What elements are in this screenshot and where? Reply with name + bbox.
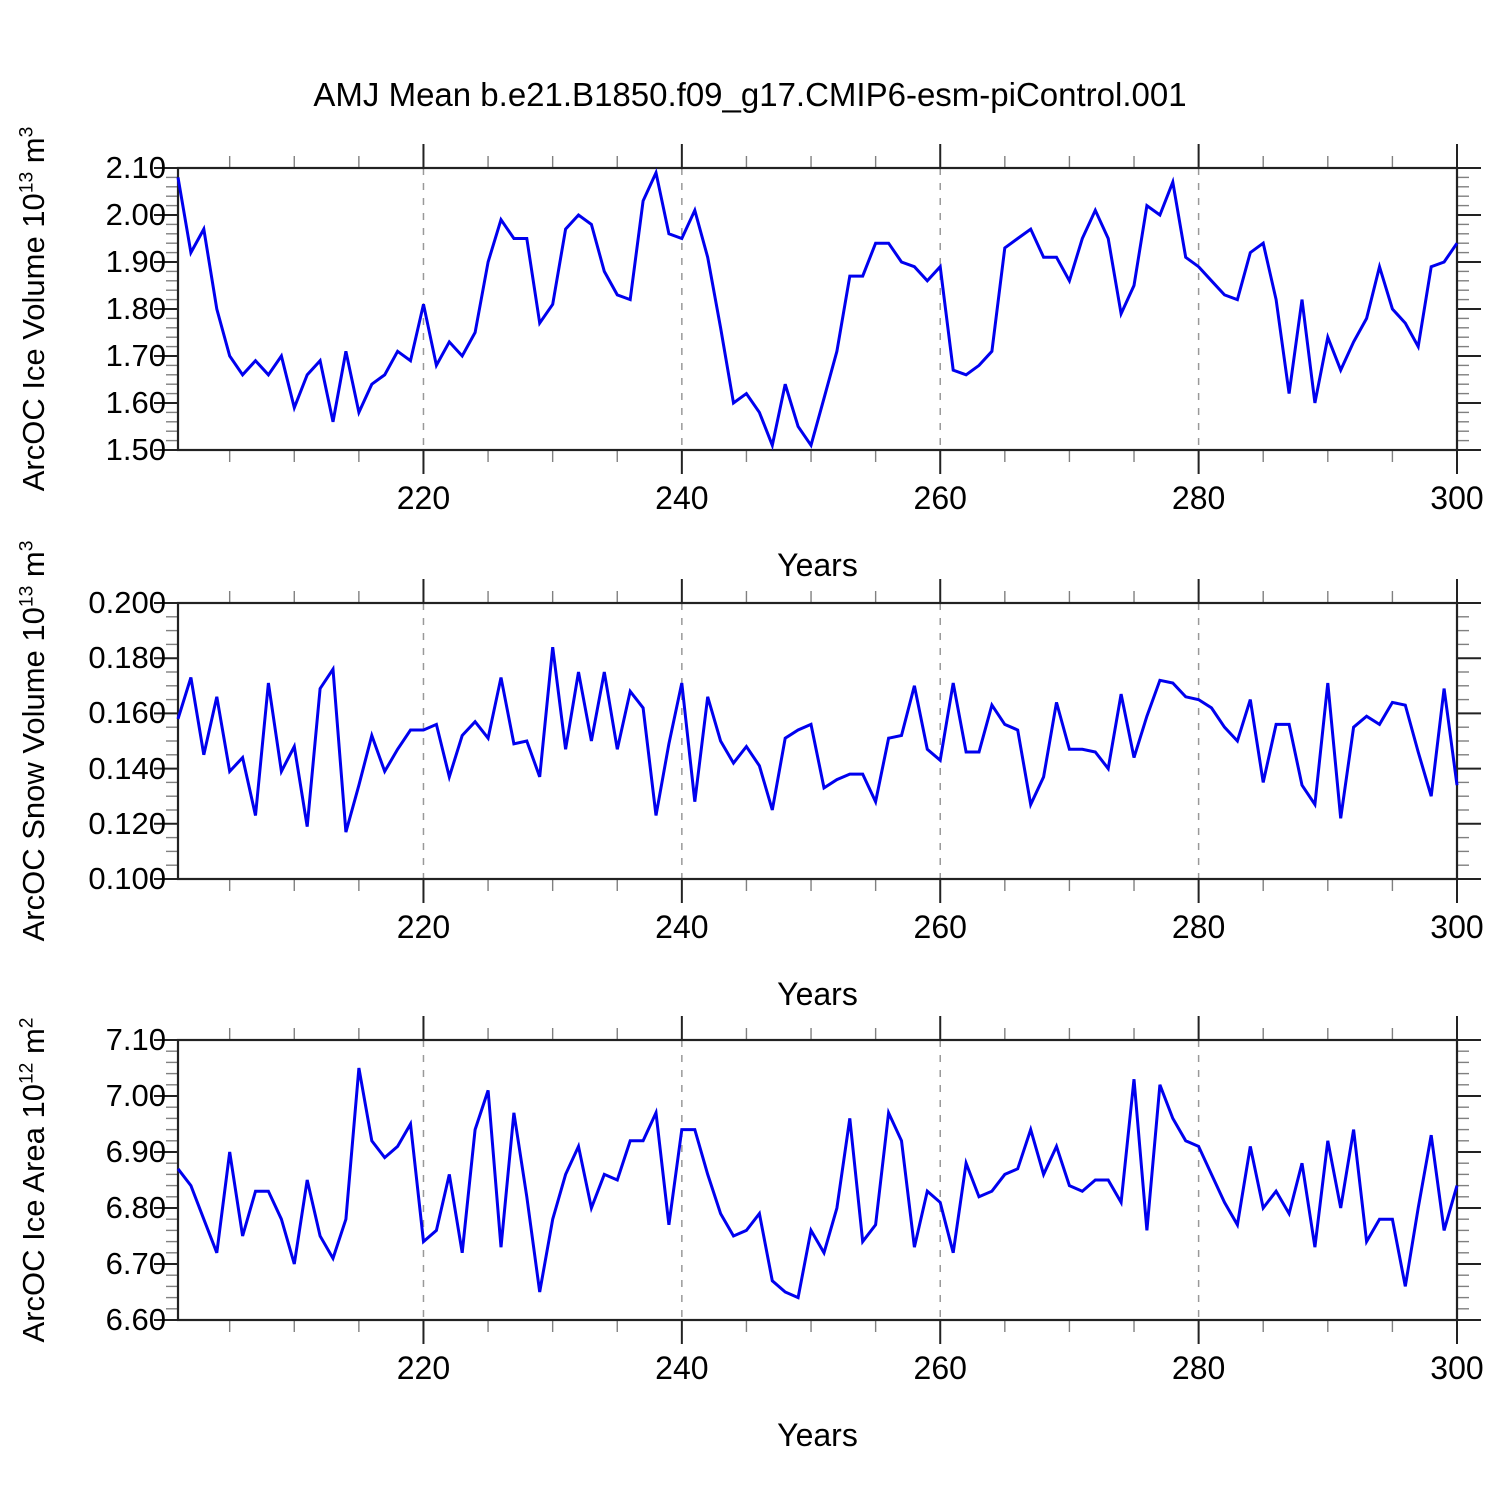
y-axis-title-part: 3 xyxy=(16,540,38,552)
y-axis-title-part: m xyxy=(16,137,51,172)
y-tick-label: 2.00 xyxy=(105,197,166,232)
y-tick-label: 1.60 xyxy=(105,385,166,420)
y-axis-title: ArcOC Ice Volume 1013 m3 xyxy=(16,127,52,492)
x-tick-label: 260 xyxy=(913,909,967,945)
x-tick-label: 220 xyxy=(396,1350,451,1386)
x-tick-label: 280 xyxy=(1171,480,1226,516)
y-tick-label: 7.00 xyxy=(105,1078,166,1113)
y-tick-label: 0.200 xyxy=(88,585,166,620)
x-tick-label: 220 xyxy=(396,480,451,516)
y-axis-title-part: ArcOC Ice Volume 10 xyxy=(16,193,51,492)
y-tick-label: 0.120 xyxy=(88,805,166,841)
y-tick-label: 1.80 xyxy=(105,291,166,326)
y-tick-label: 6.80 xyxy=(105,1190,166,1225)
y-tick-label: 6.70 xyxy=(105,1246,166,1281)
y-axis-title-part: m xyxy=(16,1028,51,1063)
y-axis-title-part: 3 xyxy=(16,126,38,138)
figure-title: AMJ Mean b.e21.B1850.f09_g17.CMIP6-esm-p… xyxy=(313,76,1187,113)
series-line-2 xyxy=(176,647,1459,833)
y-axis-title-part: ArcOC Ice Area 10 xyxy=(16,1084,51,1343)
y-tick-label: 6.60 xyxy=(105,1302,166,1337)
plot-frame xyxy=(176,1038,1459,1322)
y-tick-label: 7.10 xyxy=(105,1022,166,1057)
x-axis-title: Years xyxy=(777,976,858,1012)
y-tick-label: 0.160 xyxy=(88,695,166,731)
x-tick-label: 220 xyxy=(396,909,451,945)
x-tick-label: 280 xyxy=(1171,1350,1226,1386)
y-tick-label: 0.180 xyxy=(88,640,166,676)
series-line-3 xyxy=(176,1067,1459,1300)
x-tick-label: 300 xyxy=(1430,480,1484,516)
y-axis-title-part: 13 xyxy=(16,171,38,194)
x-tick-label: 240 xyxy=(655,1350,709,1386)
y-tick-label: 0.100 xyxy=(88,861,166,896)
x-tick-label: 260 xyxy=(913,480,967,516)
x-axis-title: Years xyxy=(777,1417,858,1453)
y-tick-label: 1.50 xyxy=(105,432,166,467)
y-tick-label: 2.10 xyxy=(105,150,166,185)
y-tick-label: 1.70 xyxy=(105,338,166,373)
x-tick-label: 300 xyxy=(1430,909,1484,945)
y-axis-title-part: m xyxy=(16,551,51,586)
plot-frame xyxy=(176,601,1459,881)
y-axis-title: ArcOC Ice Area 1012 m2 xyxy=(16,1018,52,1343)
x-tick-label: 260 xyxy=(913,1350,967,1386)
y-axis-title-part: 13 xyxy=(16,585,38,608)
x-tick-label: 280 xyxy=(1171,909,1226,945)
x-tick-label: 240 xyxy=(655,909,709,945)
y-axis-title-part: 2 xyxy=(16,1017,38,1029)
y-axis-title-part: ArcOC Snow Volume 10 xyxy=(16,607,51,942)
y-tick-label: 1.90 xyxy=(105,244,166,279)
x-tick-label: 240 xyxy=(655,480,709,516)
y-axis-title-part: 12 xyxy=(16,1062,38,1085)
x-tick-label: 300 xyxy=(1430,1350,1484,1386)
y-axis-title: ArcOC Snow Volume 1013 m3 xyxy=(16,541,52,942)
y-tick-label: 0.140 xyxy=(88,750,166,786)
x-axis-title: Years xyxy=(777,547,858,583)
y-tick-label: 6.90 xyxy=(105,1134,166,1169)
series-line-1 xyxy=(176,167,1459,451)
plot-frame xyxy=(176,166,1459,452)
